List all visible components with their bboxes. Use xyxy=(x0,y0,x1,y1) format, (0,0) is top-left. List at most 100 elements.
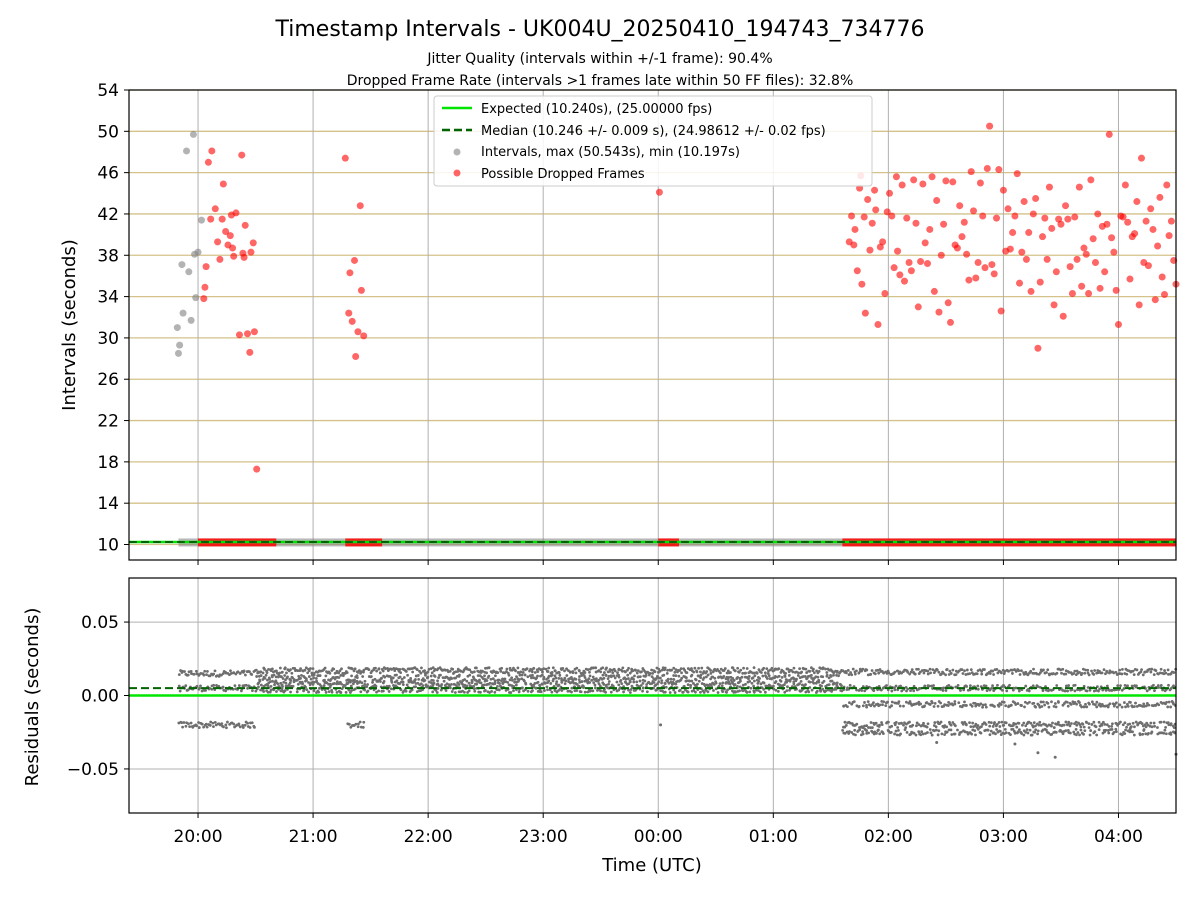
residual-point xyxy=(1080,705,1084,709)
residual-point xyxy=(513,677,517,681)
residual-point xyxy=(601,666,605,670)
residual-point xyxy=(723,667,727,670)
residual-point xyxy=(1110,724,1114,728)
dropped-frame-point xyxy=(1057,220,1065,228)
residual-point xyxy=(542,675,546,679)
residual-point xyxy=(733,669,737,673)
residual-point xyxy=(941,689,945,692)
residual-point xyxy=(951,668,955,672)
residual-point xyxy=(663,666,667,670)
residual-point xyxy=(727,676,731,679)
residual-point xyxy=(984,684,988,688)
residual-point xyxy=(971,721,975,725)
residual-point xyxy=(995,668,999,671)
residual-point xyxy=(997,721,1001,724)
residual-point xyxy=(398,682,401,686)
residual-point xyxy=(312,680,316,684)
residual-point xyxy=(437,676,441,680)
dropped-frame-point xyxy=(1078,282,1086,290)
residual-point xyxy=(1031,684,1035,688)
dropped-frame-point xyxy=(1011,212,1019,220)
dropped-frame-point xyxy=(871,186,879,194)
residual-point xyxy=(485,671,488,675)
residual-point xyxy=(416,674,420,677)
residual-point xyxy=(1124,728,1127,732)
residual-point xyxy=(1043,703,1047,707)
residual-point xyxy=(944,689,948,692)
dropped-frame-point xyxy=(226,232,234,240)
residual-point xyxy=(283,666,287,670)
residual-point xyxy=(890,700,894,704)
residual-point xyxy=(588,670,591,674)
residual-point xyxy=(812,671,816,675)
residual-point xyxy=(878,732,882,736)
residual-point xyxy=(1042,668,1045,672)
residual-point xyxy=(778,683,782,687)
residual-point xyxy=(1026,673,1030,677)
residual-point xyxy=(177,684,181,688)
residual-point xyxy=(652,681,656,684)
residual-point xyxy=(310,671,314,675)
residual-point xyxy=(457,673,461,677)
residual-point xyxy=(641,686,645,690)
residual-point xyxy=(641,689,644,693)
residual-point xyxy=(1070,722,1073,725)
residual-point xyxy=(926,672,930,676)
residual-point xyxy=(961,704,965,707)
residual-point xyxy=(547,679,551,683)
residual-point xyxy=(374,666,377,670)
residual-point xyxy=(481,677,485,681)
residual-point xyxy=(881,732,885,736)
residual-point xyxy=(1035,672,1039,676)
residual-point xyxy=(1072,672,1076,675)
residual-point xyxy=(825,673,829,677)
residual-point xyxy=(786,685,789,689)
residual-point xyxy=(1105,670,1109,674)
residual-point xyxy=(1047,731,1050,735)
residual-point xyxy=(996,683,999,687)
residual-point xyxy=(706,673,710,677)
residual-point xyxy=(615,680,619,684)
residual-point xyxy=(1088,688,1092,692)
residual-point xyxy=(347,688,351,692)
residual-point xyxy=(879,688,883,692)
residual-point xyxy=(632,678,636,681)
residual-point xyxy=(1057,700,1060,704)
residual-point xyxy=(976,687,980,691)
residual-point xyxy=(1093,730,1097,734)
residual-point xyxy=(434,689,438,692)
residual-point xyxy=(800,670,804,674)
dropped-frame-point xyxy=(990,270,998,278)
residual-point xyxy=(463,678,467,681)
residual-point xyxy=(1123,701,1126,704)
residual-point xyxy=(583,690,587,694)
residual-point xyxy=(202,673,206,677)
residual-point xyxy=(899,684,902,688)
residual-point xyxy=(510,676,514,680)
residual-point xyxy=(421,684,425,687)
residual-point xyxy=(771,676,775,680)
residual-point xyxy=(1090,700,1094,704)
residual-point xyxy=(448,686,452,690)
residual-point xyxy=(762,666,766,670)
residual-point xyxy=(779,670,783,674)
dropped-frame-point xyxy=(1108,234,1116,242)
dropped-frame-point xyxy=(1073,255,1081,263)
residual-point xyxy=(995,728,999,731)
residual-point xyxy=(998,725,1002,728)
dropped-frame-point xyxy=(986,122,994,130)
residual-point xyxy=(415,668,419,672)
residual-point xyxy=(374,684,378,688)
residual-point xyxy=(613,669,617,673)
residual-point xyxy=(312,673,316,677)
residual-point xyxy=(330,690,334,694)
residual-point xyxy=(599,670,603,674)
residual-point xyxy=(525,667,529,671)
residual-point xyxy=(1158,671,1162,675)
residual-point xyxy=(1167,672,1170,676)
residual-point xyxy=(915,721,919,725)
residual-point xyxy=(660,679,664,683)
residual-point xyxy=(1120,705,1124,709)
dropped-frame-point xyxy=(930,287,938,295)
residual-point xyxy=(547,674,551,678)
